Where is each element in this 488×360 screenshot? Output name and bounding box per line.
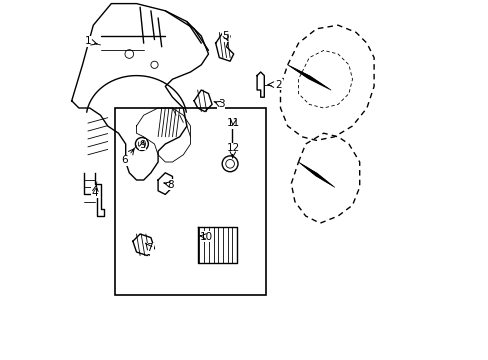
Text: 8: 8 xyxy=(167,180,174,190)
Text: 3: 3 xyxy=(217,99,224,109)
Text: 6: 6 xyxy=(122,155,128,165)
Bar xyxy=(115,108,265,295)
Text: 9: 9 xyxy=(139,140,145,150)
Text: 1: 1 xyxy=(85,36,91,46)
Text: 10: 10 xyxy=(200,231,213,242)
Text: 12: 12 xyxy=(226,143,239,153)
Text: 7: 7 xyxy=(146,243,153,253)
Text: 5: 5 xyxy=(222,31,228,41)
Text: 2: 2 xyxy=(275,80,282,90)
Text: 4: 4 xyxy=(92,188,98,198)
Text: 11: 11 xyxy=(226,118,239,128)
